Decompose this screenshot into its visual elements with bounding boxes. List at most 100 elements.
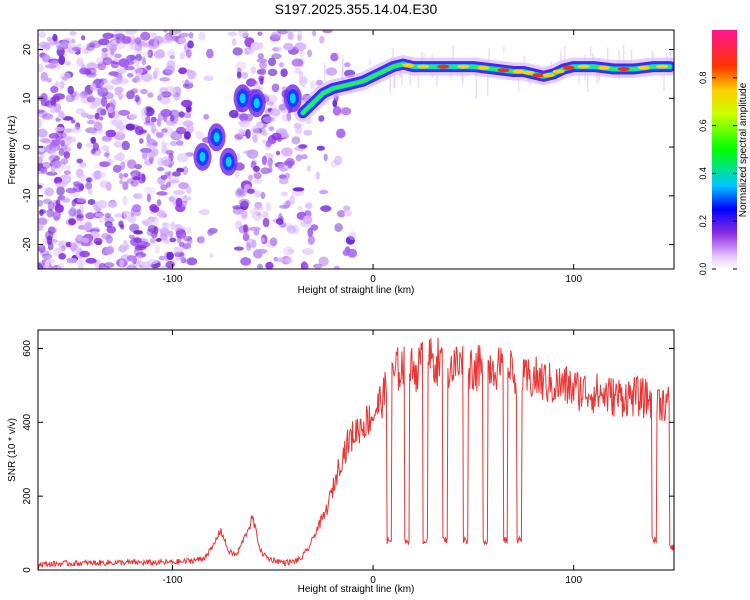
noise-speckle (260, 191, 266, 200)
noise-speckle (293, 122, 305, 127)
ridge-peak (542, 73, 555, 78)
noise-speckle (48, 133, 60, 139)
noise-speckle (91, 148, 96, 155)
colorbar-tick-label: 0.8 (698, 72, 708, 85)
noise-speckle (181, 99, 193, 108)
noise-speckle (79, 162, 87, 168)
noise-speckle (62, 146, 72, 152)
noise-speckle (306, 165, 312, 172)
noise-speckle (254, 190, 261, 198)
noise-speckle (323, 153, 328, 162)
noise-speckle (301, 248, 314, 255)
noise-speckle (105, 181, 112, 191)
x-tick-label: -100 (162, 575, 182, 586)
noise-speckle (105, 234, 114, 244)
snr-line (38, 337, 674, 570)
noise-speckle (80, 174, 87, 182)
noise-speckle (261, 139, 266, 144)
noise-speckle (77, 258, 86, 266)
noise-speckle (130, 207, 135, 218)
noise-speckle (152, 216, 159, 226)
noise-speckle (253, 206, 264, 211)
noise-speckle (125, 216, 136, 221)
noise-speckle (315, 171, 320, 180)
noise-speckle (245, 128, 251, 139)
noise-speckle (157, 209, 166, 218)
noise-speckle (140, 88, 148, 95)
noise-speckle (75, 122, 81, 130)
noise-speckle (41, 161, 51, 169)
noise-speckle (195, 130, 204, 140)
noise-speckle (243, 224, 248, 233)
noise-speckle (340, 107, 352, 116)
noise-speckle (133, 262, 139, 269)
noise-speckle (167, 170, 172, 180)
noise-speckle (119, 122, 124, 132)
noise-speckle (42, 198, 52, 204)
noise-speckle (147, 49, 153, 58)
noise-speckle (153, 67, 160, 76)
spectral-spike (590, 46, 592, 57)
noise-speckle (113, 154, 121, 161)
noise-speckle (239, 113, 249, 122)
noise-speckle (134, 37, 142, 44)
noise-speckle (107, 158, 114, 166)
noise-speckle (86, 42, 96, 48)
noise-speckle (252, 134, 258, 143)
noise-speckle (94, 212, 104, 218)
noise-speckle (102, 79, 113, 85)
noise-speckle (257, 31, 263, 36)
noise-speckle (285, 223, 293, 232)
noise-speckle (145, 115, 151, 124)
noise-speckle (135, 53, 143, 62)
noise-speckle (44, 100, 57, 108)
noise-speckle (235, 61, 247, 71)
noise-speckle (169, 55, 175, 60)
noise-speckle (177, 182, 190, 188)
noise-speckle (233, 246, 244, 251)
noise-speckle (115, 37, 121, 44)
noise-speckle (50, 85, 59, 93)
noise-speckle (330, 52, 339, 62)
noise-speckle (87, 119, 96, 125)
noise-speckle (243, 150, 254, 155)
noise-speckle (253, 172, 262, 180)
noise-speckle (265, 239, 277, 249)
noise-speckle (143, 242, 151, 247)
noise-speckle (54, 126, 65, 132)
noise-speckle (252, 127, 263, 134)
noise-speckle (303, 129, 313, 136)
noise-speckle (86, 114, 95, 120)
noise-speckle (45, 230, 54, 241)
noise-speckle (118, 109, 130, 116)
y-tick-label: 200 (22, 487, 33, 504)
noise-speckle (150, 237, 156, 244)
noise-speckle (119, 259, 125, 268)
noise-speckle (99, 171, 107, 178)
noise-speckle (93, 170, 102, 180)
noise-speckle (333, 155, 343, 166)
noise-speckle (256, 122, 264, 129)
snr-xlabel: Height of straight line (km) (298, 584, 415, 595)
noise-speckle (113, 30, 125, 35)
noise-speckle (247, 188, 255, 194)
noise-speckle (85, 257, 97, 264)
y-tick-label: 400 (22, 414, 33, 431)
noise-speckle (53, 82, 66, 88)
noise-speckle (66, 257, 78, 264)
noise-speckle (307, 49, 313, 58)
ridge-peak (437, 64, 450, 69)
noise-speckle (85, 67, 97, 76)
noise-speckle (141, 42, 152, 48)
noise-speckle (182, 166, 189, 176)
spectrogram-xlabel: Height of straight line (km) (298, 285, 415, 296)
noise-speckle (258, 75, 265, 82)
noise-speckle (118, 117, 128, 125)
noise-speckle (160, 156, 172, 167)
noise-speckle (123, 239, 128, 247)
noise-speckle (237, 30, 249, 38)
noise-speckle (155, 238, 162, 242)
noise-speckle (105, 246, 114, 255)
noise-speckle (120, 224, 125, 230)
noise-speckle (68, 213, 74, 220)
